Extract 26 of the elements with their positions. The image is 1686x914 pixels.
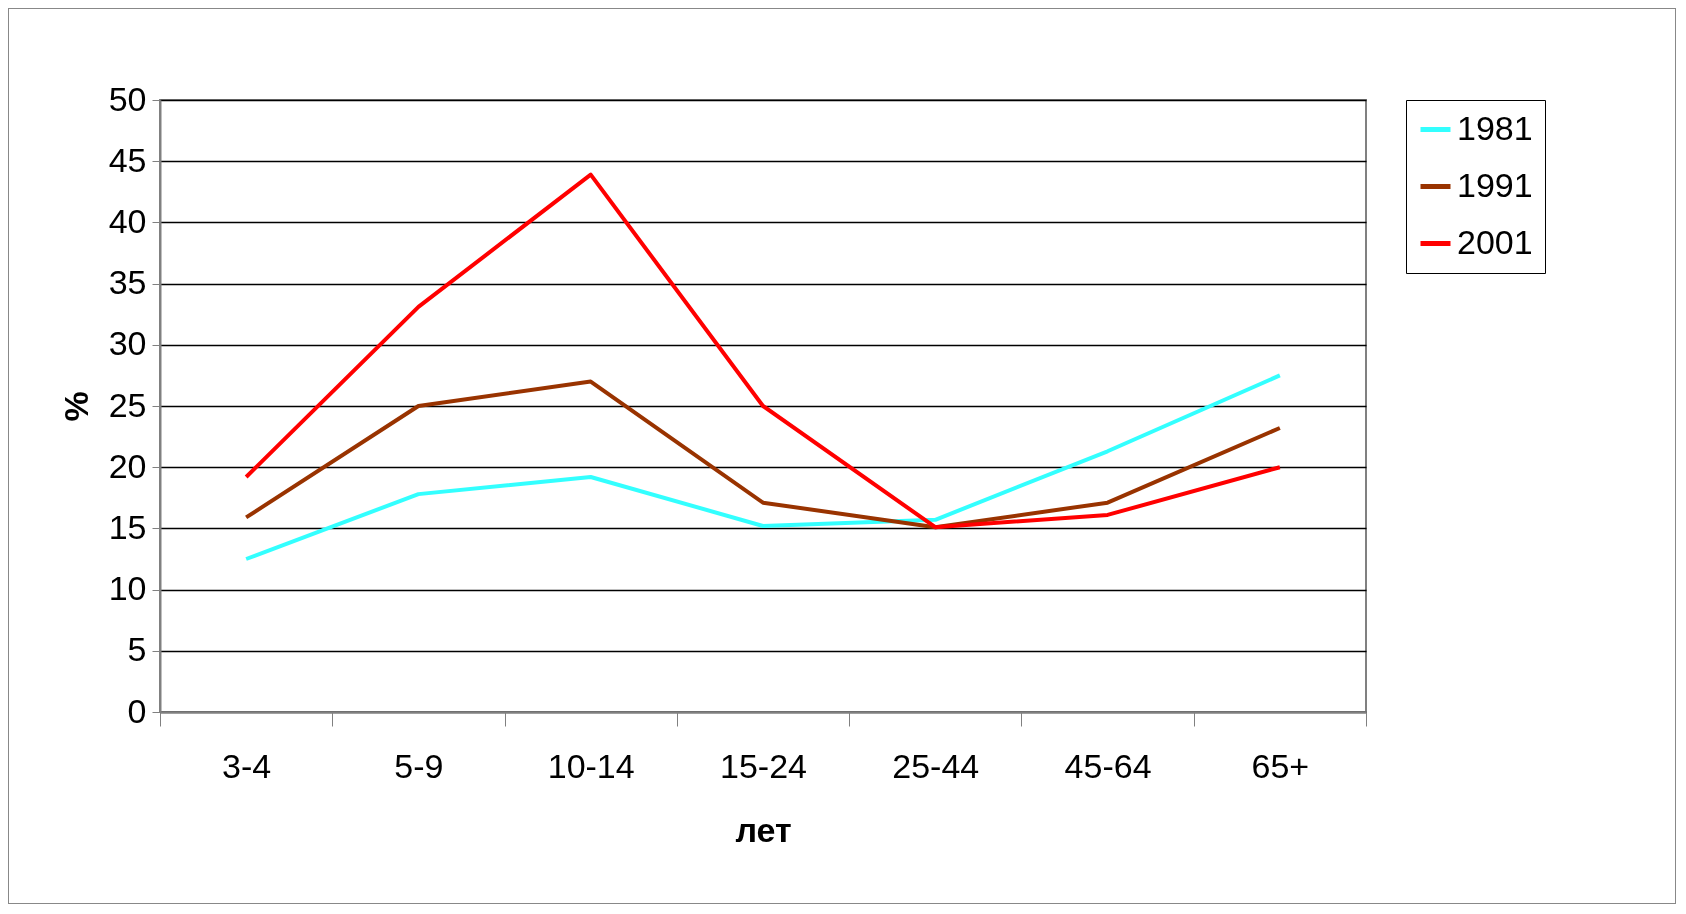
x-tick-label: 3-4 bbox=[222, 746, 272, 785]
x-tick-label: 45-64 bbox=[1064, 746, 1152, 785]
y-tick-label: 5 bbox=[127, 630, 147, 669]
y-tick-label: 0 bbox=[127, 691, 147, 730]
line-series bbox=[244, 172, 1282, 530]
y-axis-title: % bbox=[56, 391, 95, 422]
y-tick-label: 20 bbox=[108, 446, 147, 485]
y-tick-label: 50 bbox=[108, 79, 147, 118]
line-series bbox=[244, 373, 1282, 561]
x-tick-label: 25-44 bbox=[892, 746, 980, 785]
y-tick-label: 15 bbox=[108, 507, 147, 546]
legend-label: 1981 bbox=[1457, 108, 1533, 147]
x-tick-label: 15-24 bbox=[720, 746, 807, 785]
y-tick-label: 40 bbox=[108, 201, 147, 240]
legend-label: 1991 bbox=[1457, 165, 1533, 204]
y-tick-label: 10 bbox=[108, 569, 147, 608]
x-tick-label: 5-9 bbox=[394, 746, 444, 785]
y-tick-label: 35 bbox=[108, 263, 147, 302]
y-tick-label: 30 bbox=[108, 324, 147, 363]
y-tick-label: 45 bbox=[108, 140, 147, 179]
x-axis-title: лет bbox=[735, 810, 792, 849]
x-tick-label: 10-14 bbox=[547, 746, 635, 785]
y-tick-label: 25 bbox=[108, 385, 147, 424]
legend-label: 2001 bbox=[1457, 222, 1533, 261]
x-tick-label: 65+ bbox=[1251, 746, 1310, 785]
line-series bbox=[244, 379, 1282, 530]
